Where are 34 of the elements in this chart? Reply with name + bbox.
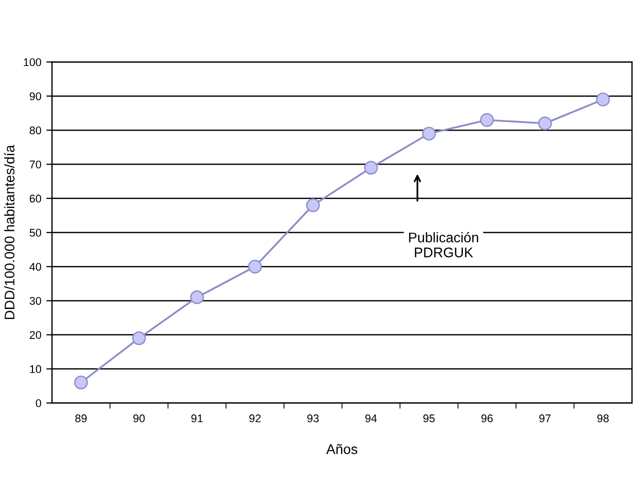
y-tick-label: 40 [29, 262, 42, 271]
x-tick-label: 95 [423, 414, 435, 422]
x-tick-label: 97 [539, 414, 551, 422]
point [422, 126, 436, 140]
x-tick-label: 98 [597, 414, 609, 422]
point [248, 260, 262, 274]
y-tick-label: 100 [24, 58, 42, 66]
y-tick-label: 90 [30, 92, 42, 100]
y-tick-label: 50 [30, 228, 42, 237]
y-tick-label: 80 [30, 126, 42, 134]
y-tick-label: 20 [30, 331, 42, 339]
annotation: Publicación PDRGUK [409, 232, 478, 258]
y-tick-label: 60 [30, 194, 42, 203]
y-tick-label: 10 [30, 365, 42, 374]
x-tick-label: 90 [133, 414, 145, 422]
point [480, 113, 494, 127]
point [538, 116, 552, 130]
x-tick-label: 94 [365, 414, 377, 422]
x-tick-label: 96 [481, 414, 493, 422]
point [190, 290, 204, 304]
point [132, 331, 146, 346]
point [596, 92, 610, 106]
point [306, 198, 320, 212]
point [74, 376, 88, 390]
x-tick-label: 92 [249, 414, 261, 422]
x-tick-label: 93 [307, 414, 319, 422]
y-tick-label: 70 [30, 160, 42, 168]
y-tick-label: 0 [36, 399, 42, 408]
y-axis-title: DDD/100.000 habitantes/día [4, 144, 14, 319]
x-axis-title: Años [326, 444, 358, 454]
y-tick-label: 30 [30, 296, 42, 305]
x-tick-label: 89 [75, 414, 87, 422]
x-tick-label: 91 [191, 414, 203, 422]
point [364, 160, 378, 175]
